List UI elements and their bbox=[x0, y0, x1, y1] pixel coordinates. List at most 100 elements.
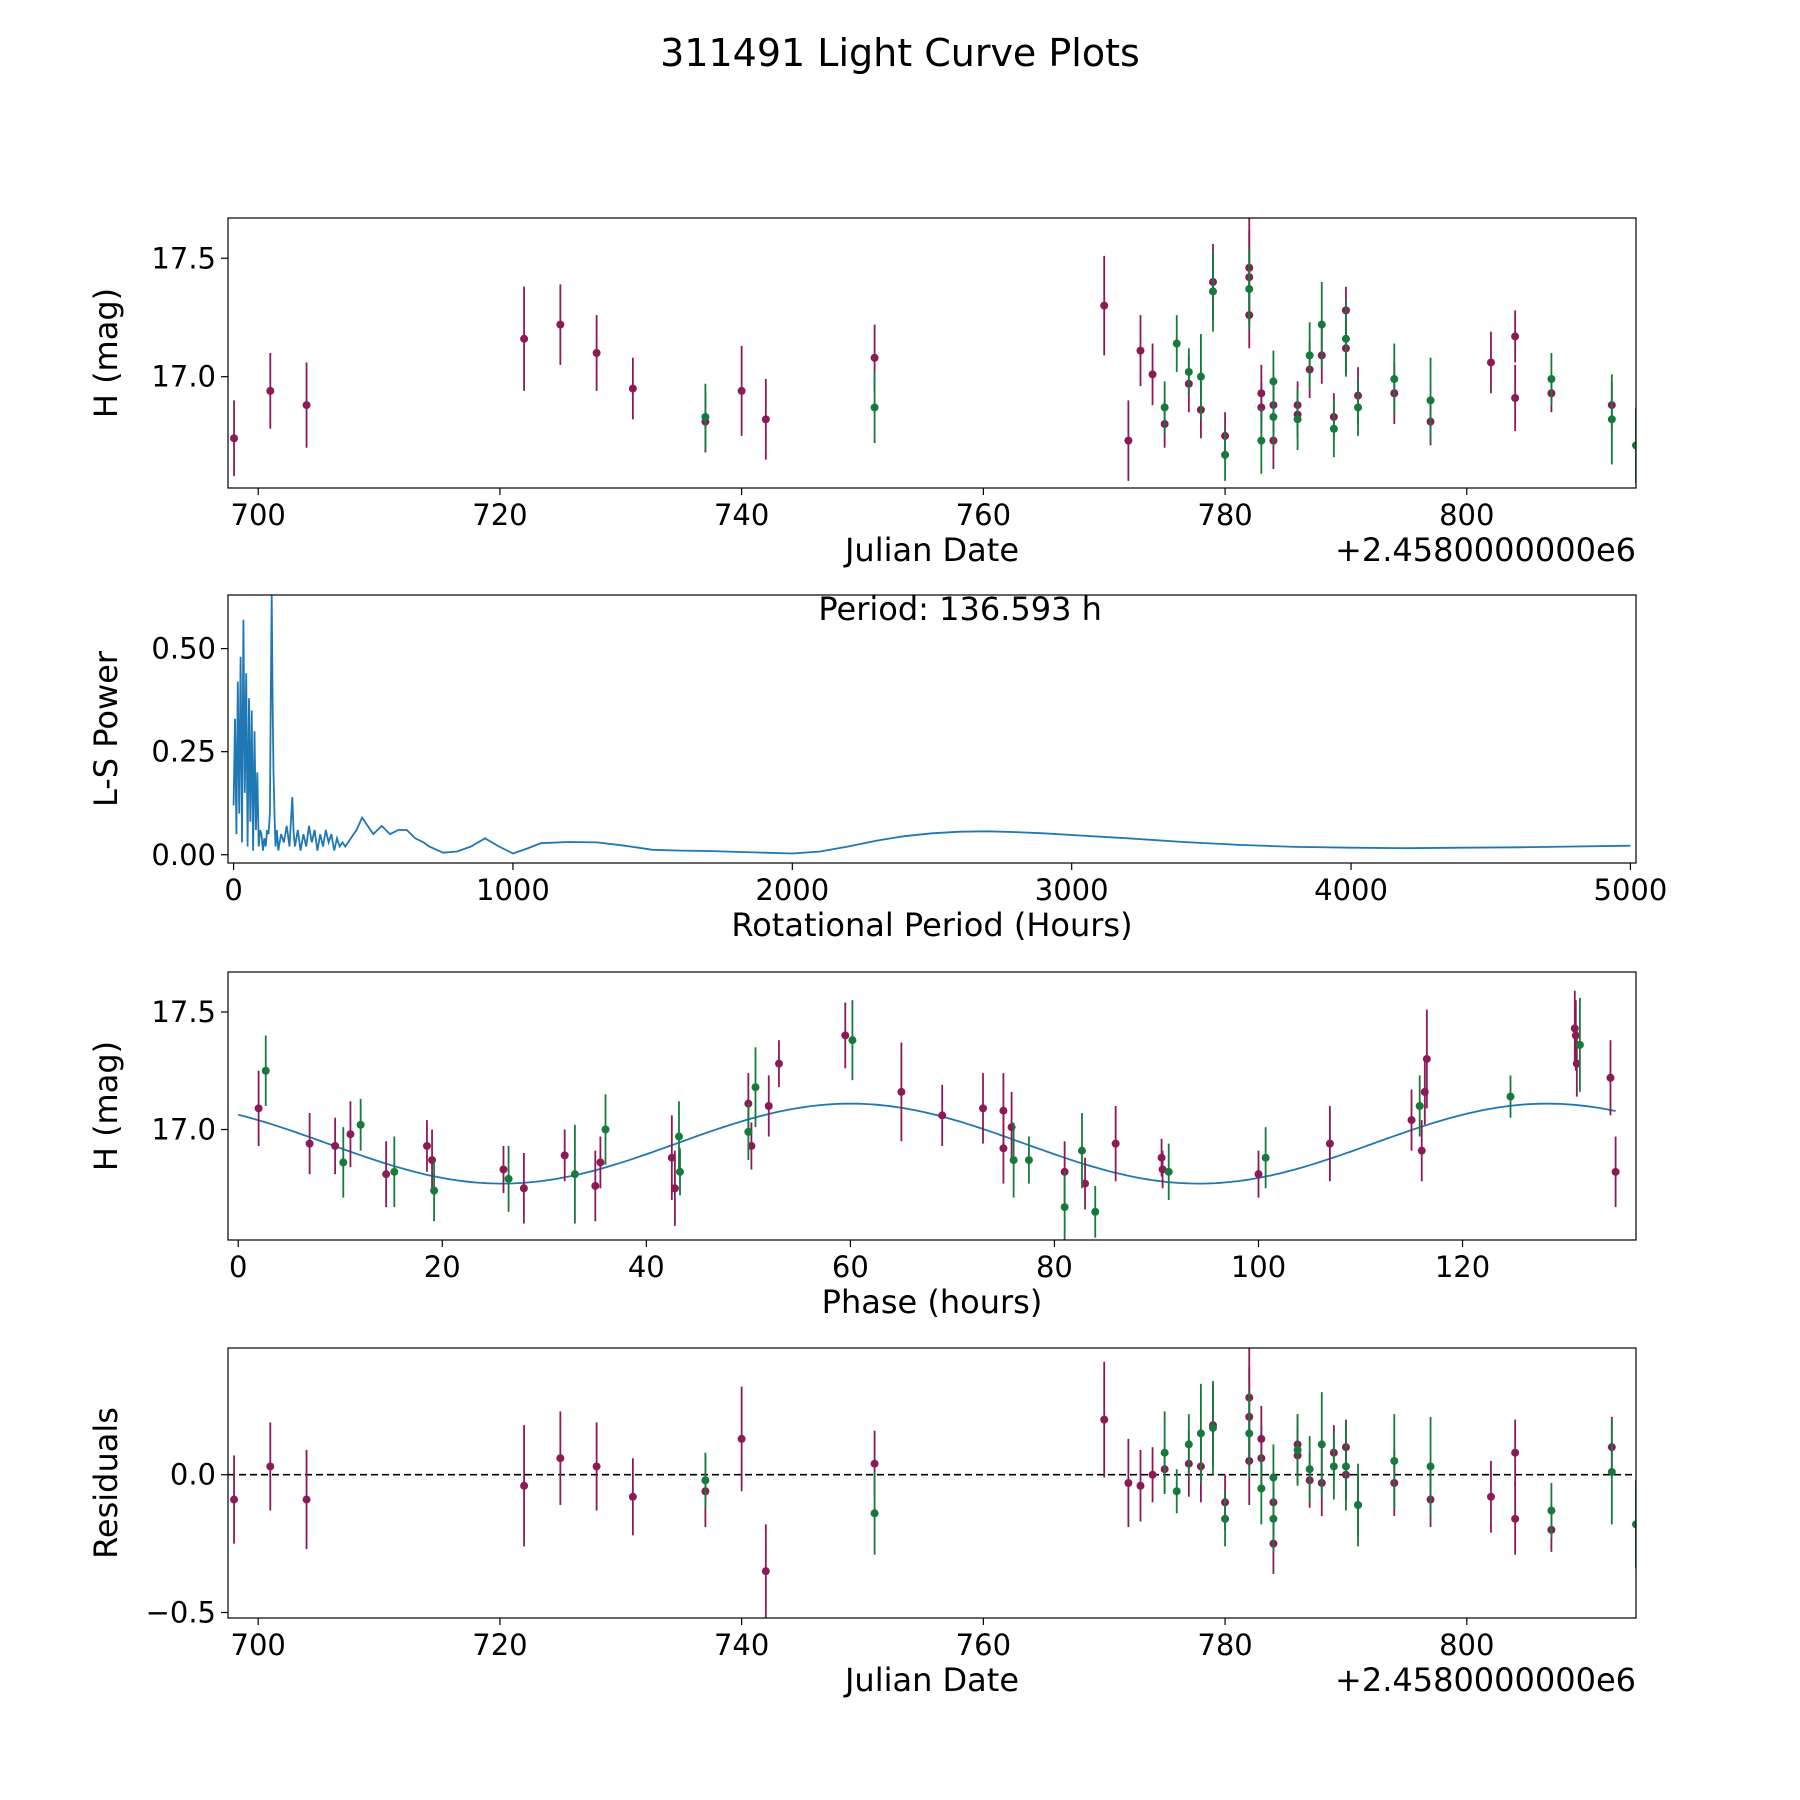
lightcurve-axes-frame bbox=[227, 217, 1637, 489]
data-marker bbox=[254, 1104, 263, 1113]
filter-magenta-point bbox=[1511, 364, 1520, 432]
data-marker bbox=[1172, 339, 1181, 348]
data-marker bbox=[1547, 375, 1556, 384]
filter-magenta-point bbox=[1325, 1106, 1334, 1182]
filter-magenta-point bbox=[556, 284, 565, 365]
data-marker bbox=[1164, 1167, 1173, 1176]
data-marker bbox=[1024, 1156, 1033, 1165]
data-marker bbox=[1390, 375, 1399, 384]
filter-magenta-point bbox=[556, 1411, 565, 1506]
data-marker bbox=[1221, 1514, 1230, 1523]
filter-magenta-point bbox=[1511, 1419, 1520, 1486]
filter-green-point bbox=[504, 1145, 513, 1212]
data-marker bbox=[1354, 403, 1363, 412]
data-marker bbox=[1293, 1445, 1302, 1454]
data-marker bbox=[520, 1481, 529, 1490]
data-marker bbox=[1081, 1179, 1090, 1188]
filter-magenta-point bbox=[628, 357, 637, 420]
x-tick-label: 740 bbox=[714, 1628, 769, 1662]
filter-green-point bbox=[1184, 348, 1193, 396]
x-tick-label: 4000 bbox=[1314, 873, 1388, 907]
data-marker bbox=[1305, 1465, 1314, 1474]
data-marker bbox=[1158, 1165, 1167, 1174]
filter-magenta-point bbox=[1136, 1449, 1145, 1522]
data-marker bbox=[848, 1036, 857, 1045]
filter-green-point bbox=[1547, 1483, 1556, 1539]
filter-green-point bbox=[1024, 1136, 1033, 1184]
data-marker bbox=[1261, 1153, 1270, 1162]
data-marker bbox=[230, 1495, 239, 1504]
data-marker bbox=[761, 1567, 770, 1576]
filter-green-point bbox=[751, 1047, 760, 1128]
data-marker bbox=[1417, 1146, 1426, 1155]
data-marker bbox=[1632, 1520, 1636, 1529]
filter-magenta-point bbox=[628, 1458, 637, 1536]
x-tick-label: 3000 bbox=[1035, 873, 1109, 907]
filter-magenta-point bbox=[520, 1425, 529, 1547]
data-marker bbox=[870, 403, 879, 412]
filter-green-point bbox=[1261, 1127, 1270, 1189]
data-marker bbox=[520, 334, 529, 343]
data-marker bbox=[1329, 424, 1338, 433]
data-marker bbox=[382, 1170, 391, 1179]
x-axis-label: Julian Date bbox=[843, 531, 1019, 569]
data-marker bbox=[1060, 1203, 1069, 1212]
data-marker bbox=[1325, 1139, 1334, 1148]
data-marker bbox=[1196, 372, 1205, 381]
data-marker bbox=[390, 1167, 399, 1176]
filter-green-point bbox=[870, 371, 879, 443]
filter-green-point bbox=[1293, 388, 1302, 451]
filter-green-point bbox=[1293, 1414, 1302, 1486]
filter-green-point bbox=[1160, 381, 1169, 434]
periodogram-axes-frame bbox=[227, 594, 1637, 864]
filter-green-point bbox=[848, 1000, 857, 1081]
x-tick-label: 720 bbox=[472, 498, 527, 532]
filter-green-point bbox=[356, 1098, 365, 1151]
filter-green-point bbox=[1426, 1416, 1435, 1517]
data-marker bbox=[841, 1031, 850, 1040]
filter-green-point bbox=[1317, 281, 1326, 368]
y-tick-label: 17.5 bbox=[151, 995, 216, 1029]
data-marker bbox=[560, 1151, 569, 1160]
data-marker bbox=[422, 1141, 431, 1150]
filter-green-point bbox=[1269, 1444, 1278, 1511]
data-marker bbox=[1257, 1484, 1266, 1493]
data-marker bbox=[1269, 1473, 1278, 1482]
filter-green-point bbox=[701, 383, 710, 451]
filter-magenta-point bbox=[938, 1084, 947, 1146]
filter-green-point bbox=[1390, 1414, 1399, 1508]
filter-magenta-point bbox=[1100, 255, 1109, 356]
y-axis-label: Residuals bbox=[87, 1407, 125, 1559]
filter-green-point bbox=[1547, 353, 1556, 406]
filter-green-point bbox=[1426, 357, 1435, 443]
filter-magenta-point bbox=[1100, 1361, 1109, 1478]
x-tick-label: 760 bbox=[956, 1628, 1011, 1662]
data-marker bbox=[761, 415, 770, 424]
filter-magenta-point bbox=[302, 362, 311, 448]
data-marker bbox=[897, 1087, 906, 1096]
filter-magenta-point bbox=[592, 315, 601, 391]
filter-green-point bbox=[701, 1452, 710, 1508]
filter-green-point bbox=[1354, 379, 1363, 436]
filter-magenta-point bbox=[331, 1117, 340, 1175]
y-tick-label: 17.5 bbox=[151, 241, 216, 275]
filter-green-point bbox=[390, 1136, 399, 1208]
data-marker bbox=[1245, 285, 1254, 294]
x-tick-label: 100 bbox=[1231, 1250, 1286, 1284]
data-marker bbox=[1426, 396, 1435, 405]
data-marker bbox=[999, 1144, 1008, 1153]
data-marker bbox=[1184, 367, 1193, 376]
data-marker bbox=[667, 1153, 676, 1162]
data-marker bbox=[675, 1167, 684, 1176]
filter-green-point bbox=[1257, 1452, 1266, 1525]
data-marker bbox=[628, 384, 637, 393]
data-marker bbox=[1009, 1156, 1018, 1165]
x-axis-label: Phase (hours) bbox=[822, 1283, 1043, 1321]
filter-green-point bbox=[1221, 1491, 1230, 1547]
data-marker bbox=[305, 1139, 314, 1148]
x-tick-label: 700 bbox=[231, 1628, 286, 1662]
data-marker bbox=[266, 1462, 275, 1471]
x-tick-label: 740 bbox=[714, 498, 769, 532]
data-marker bbox=[1486, 358, 1495, 367]
data-marker bbox=[670, 1184, 679, 1193]
